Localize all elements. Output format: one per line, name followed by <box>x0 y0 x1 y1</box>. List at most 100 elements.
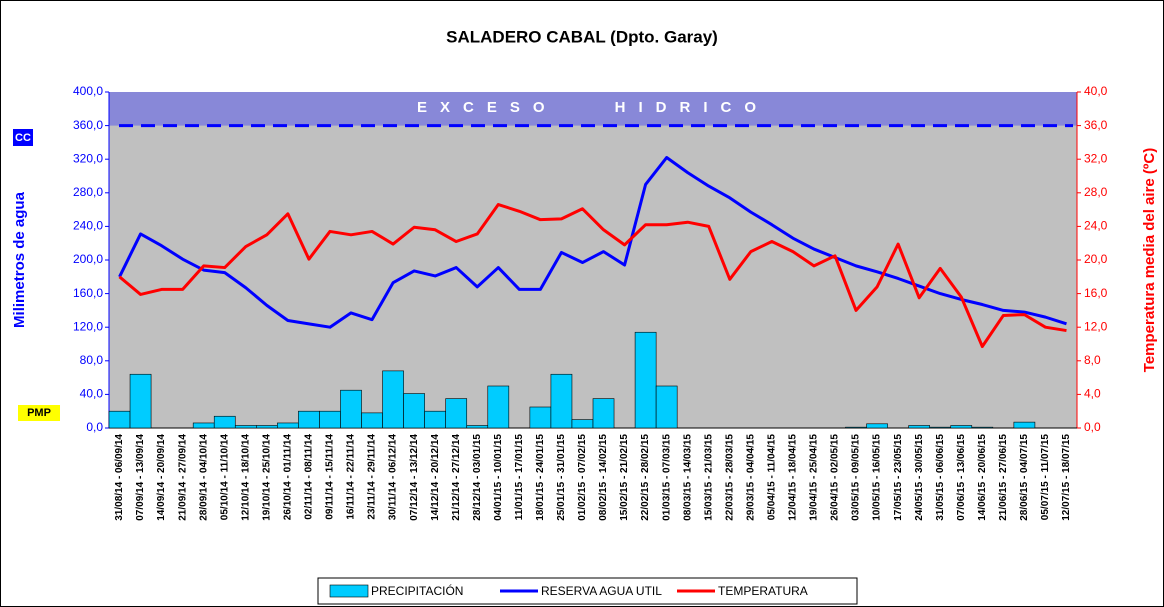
x-tick-label: 21/12/14 - 27/12/14 <box>451 434 462 521</box>
x-tick-label: 17/05/15 - 23/05/15 <box>893 434 904 521</box>
bar <box>1013 421 1036 429</box>
x-tick-label: 26/04/15 - 02/05/15 <box>830 434 841 521</box>
x-tick-label: 04/01/15 - 10/01/15 <box>493 434 504 521</box>
bar <box>655 385 678 429</box>
x-tick-label: 03/05/15 - 09/05/15 <box>851 434 862 521</box>
bar <box>908 425 930 429</box>
y2-tick-label: 32,0 <box>1084 151 1108 165</box>
bar <box>929 426 952 429</box>
bar <box>298 410 320 429</box>
bar <box>466 425 489 429</box>
line <box>118 156 1067 329</box>
x-tick-label: 12/10/14 - 18/10/14 <box>240 434 251 521</box>
legend-box <box>317 577 858 605</box>
plot-area <box>109 92 1077 428</box>
x-tick-label: 16/11/14 - 22/11/14 <box>346 434 357 520</box>
x-tick-label: 11/01/15 - 17/01/15 <box>514 434 525 521</box>
x-tick-label: 05/07/15 - 11/07/15 <box>1040 434 1051 521</box>
x-tick-label: 18/01/15 - 24/01/15 <box>535 434 546 521</box>
y-tick-label: 120,0 <box>73 319 103 333</box>
bar <box>971 426 994 429</box>
x-tick-label: 07/09/14 - 13/09/14 <box>135 434 146 521</box>
bar <box>382 370 404 429</box>
x-tick-label: 30/11/14 - 06/12/14 <box>388 434 399 521</box>
x-tick-label: 14/06/15 - 20/06/15 <box>977 434 988 521</box>
y2-tick-label: 16,0 <box>1084 286 1108 300</box>
x-tick-label: 15/02/15 - 21/02/15 <box>619 434 630 521</box>
pmp-box <box>18 405 60 421</box>
x-tick-label: 02/11/14 - 08/11/14 <box>304 434 315 520</box>
x-tick-label: 19/04/15 - 25/04/15 <box>809 434 820 521</box>
x-tick-label: 08/03/15 - 14/03/15 <box>682 434 693 521</box>
y2-tick-label: 20,0 <box>1084 252 1108 266</box>
y2-tick-label: 12,0 <box>1084 319 1108 333</box>
y-tick-label: 0,0 <box>86 420 103 434</box>
y-axis-title: Milimetros de agua <box>11 191 28 328</box>
x-tick-label: 26/10/14 - 01/11/14 <box>283 434 294 521</box>
x-tick-label: 12/04/15 - 18/04/15 <box>788 434 799 521</box>
bar <box>529 406 552 429</box>
x-tick-label: 10/05/15 - 16/05/15 <box>872 434 883 521</box>
legend-swatch <box>329 584 369 598</box>
bar <box>277 422 299 429</box>
legend-label: TEMPERATURA <box>718 584 808 598</box>
bar <box>340 389 362 429</box>
bar <box>424 410 446 429</box>
x-tick-label: 28/06/15 - 04/07/15 <box>1019 434 1030 521</box>
y2-tick-label: 40,0 <box>1084 84 1108 98</box>
y-tick-label: 160,0 <box>73 286 103 300</box>
y-tick-label: 80,0 <box>80 353 104 367</box>
y2-axis-title: Temperatura media del aire (ºC) <box>1141 148 1158 372</box>
x-tick-label: 05/10/14 - 11/10/14 <box>219 434 230 521</box>
x-tick-label: 31/08/14 - 06/09/14 <box>114 434 125 521</box>
x-tick-label: 25/01/15 - 31/01/15 <box>556 434 567 521</box>
line <box>118 203 1067 349</box>
x-tick-label: 07/06/15 - 13/06/15 <box>956 434 967 521</box>
y-tick-label: 40,0 <box>80 387 104 401</box>
bar <box>445 398 468 429</box>
legend-label: PRECIPITACIÓN <box>371 583 463 598</box>
y-tick-label: 200,0 <box>73 252 103 266</box>
x-tick-label: 14/12/14 - 20/12/14 <box>430 434 441 521</box>
y2-tick-label: 0,0 <box>1084 420 1101 434</box>
bar <box>129 373 152 429</box>
x-tick-label: 21/06/15 - 27/06/15 <box>998 434 1009 521</box>
excess-label: EXCESO HIDRICO <box>417 99 769 116</box>
x-tick-label: 12/07/15 - 18/07/15 <box>1061 434 1072 521</box>
y2-tick-label: 24,0 <box>1084 219 1108 233</box>
bar <box>866 423 888 429</box>
x-tick-label: 14/09/14 - 20/09/14 <box>156 434 167 521</box>
x-tick-label: 22/03/15 - 28/03/15 <box>724 434 735 521</box>
bar <box>319 410 341 429</box>
y2-tick-label: 28,0 <box>1084 185 1108 199</box>
x-tick-label: 23/11/14 - 29/11/14 <box>367 434 378 520</box>
bar <box>950 425 973 429</box>
x-tick-label: 21/09/14 - 27/09/14 <box>177 434 188 521</box>
bar <box>571 419 594 429</box>
x-tick-label: 09/11/14 - 15/11/14 <box>325 434 336 520</box>
chart-title: SALADERO CABAL (Dpto. Garay) <box>446 27 718 46</box>
bar <box>361 412 383 429</box>
x-tick-label: 15/03/15 - 21/03/15 <box>703 434 714 521</box>
x-tick-label: 01/03/15 - 07/03/15 <box>661 434 672 521</box>
x-tick-label: 28/12/14 - 03/01/15 <box>472 434 483 521</box>
y-tick-label: 240,0 <box>73 219 103 233</box>
x-tick-label: 24/05/15 - 30/05/15 <box>914 434 925 521</box>
legend-label: RESERVA AGUA UTIL <box>541 584 662 598</box>
y-tick-label: 320,0 <box>73 151 103 165</box>
bar <box>592 398 615 429</box>
y-tick-label: 360,0 <box>73 118 103 132</box>
x-tick-label: 01/02/15 - 07/02/15 <box>577 434 588 521</box>
pmp-label: PMP <box>27 407 51 419</box>
bar <box>634 331 657 429</box>
x-tick-label: 31/05/15 - 06/06/15 <box>935 434 946 521</box>
bar <box>487 385 510 429</box>
bar <box>256 425 278 429</box>
x-tick-label: 28/09/14 - 04/10/14 <box>198 434 209 521</box>
excess-zone <box>109 92 1077 126</box>
bar <box>550 373 573 429</box>
y2-tick-label: 36,0 <box>1084 118 1108 132</box>
x-tick-label: 22/02/15 - 28/02/15 <box>640 434 651 521</box>
x-tick-label: 29/03/15 - 04/04/15 <box>745 434 756 521</box>
